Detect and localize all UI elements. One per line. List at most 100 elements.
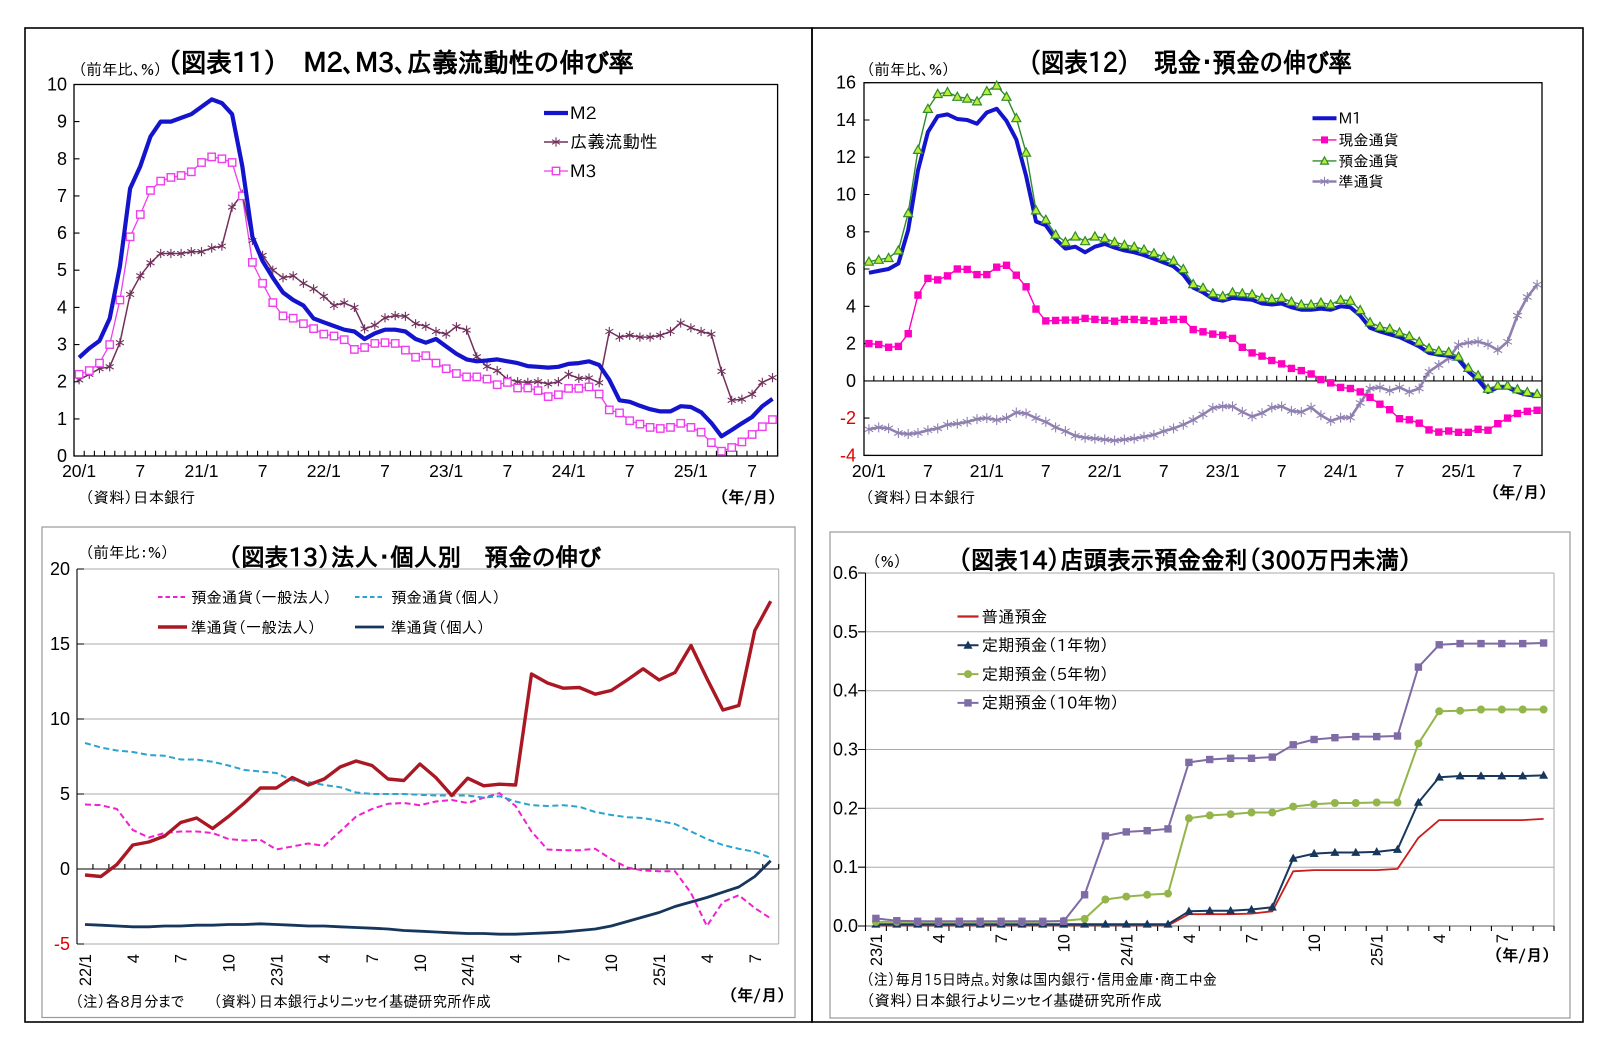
svg-text:10: 10 [221, 954, 239, 972]
svg-text:20: 20 [50, 559, 70, 579]
svg-text:-2: -2 [840, 408, 856, 428]
svg-text:（年/月）: （年/月） [1493, 947, 1551, 964]
svg-text:定期預金（1年物）: 定期預金（1年物） [982, 636, 1110, 653]
svg-text:2: 2 [57, 372, 67, 392]
svg-text:預金通貨: 預金通貨 [1339, 153, 1399, 168]
svg-text:7: 7 [747, 461, 757, 481]
svg-text:普通預金: 普通預金 [982, 607, 1048, 624]
svg-text:M2: M2 [570, 105, 597, 122]
svg-text:0.6: 0.6 [833, 563, 858, 583]
svg-text:4: 4 [931, 934, 949, 943]
svg-text:7: 7 [747, 954, 765, 963]
svg-text:M1: M1 [1339, 111, 1362, 126]
svg-text:（前年比：%）: （前年比：%） [85, 544, 169, 560]
svg-text:4: 4 [125, 954, 143, 963]
svg-text:広義流動性: 広義流動性 [570, 133, 658, 151]
svg-text:7: 7 [57, 186, 67, 206]
svg-text:23/1: 23/1 [429, 461, 463, 481]
svg-text:現金通貨: 現金通貨 [1339, 132, 1399, 147]
svg-text:定期預金（10年物）: 定期預金（10年物） [982, 694, 1120, 711]
svg-text:12: 12 [836, 147, 856, 167]
svg-text:4: 4 [508, 954, 526, 963]
svg-text:預金通貨（一般法人）: 預金通貨（一般法人） [191, 589, 332, 605]
svg-text:7: 7 [503, 461, 513, 481]
svg-text:7: 7 [1494, 934, 1512, 943]
svg-text:20/1: 20/1 [62, 461, 96, 481]
svg-text:10: 10 [1056, 934, 1074, 952]
svg-text:4: 4 [1181, 934, 1199, 943]
svg-text:7: 7 [923, 461, 933, 481]
svg-text:23/1: 23/1 [868, 934, 886, 966]
svg-text:22/1: 22/1 [1088, 461, 1122, 481]
svg-text:10: 10 [836, 185, 856, 205]
svg-text:（年/月）: （年/月） [719, 489, 777, 506]
svg-text:7: 7 [380, 461, 390, 481]
svg-text:7: 7 [1041, 461, 1051, 481]
svg-text:0.4: 0.4 [833, 681, 858, 701]
svg-text:10: 10 [1306, 934, 1324, 952]
svg-text:20/1: 20/1 [852, 461, 886, 481]
svg-text:25/1: 25/1 [674, 461, 708, 481]
svg-text:15: 15 [50, 634, 70, 654]
svg-text:8: 8 [846, 222, 856, 242]
svg-text:0.0: 0.0 [833, 916, 858, 936]
svg-text:7: 7 [135, 461, 145, 481]
svg-text:（前年比、%）: （前年比、%） [866, 61, 950, 77]
svg-text:3: 3 [57, 335, 67, 355]
svg-text:7: 7 [555, 954, 573, 963]
svg-text:7: 7 [1395, 461, 1405, 481]
svg-text:4: 4 [57, 297, 67, 317]
svg-text:7: 7 [364, 954, 382, 963]
svg-text:（図表14）店頭表示預金金利（300万円未満）: （図表14）店頭表示預金金利（300万円未満） [958, 547, 1412, 573]
svg-text:1: 1 [57, 409, 67, 429]
svg-text:10: 10 [47, 75, 67, 95]
svg-text:（資料）日本銀行: （資料）日本銀行 [865, 489, 975, 505]
svg-text:24/1: 24/1 [1118, 934, 1136, 966]
svg-text:24/1: 24/1 [552, 461, 586, 481]
svg-text:14: 14 [836, 110, 856, 130]
svg-text:4: 4 [316, 954, 334, 963]
svg-text:（図表13）法人・個人別 預金の伸び: （図表13）法人・個人別 預金の伸び [228, 544, 602, 570]
svg-text:7: 7 [1244, 934, 1262, 943]
svg-text:23/1: 23/1 [1206, 461, 1240, 481]
svg-text:10: 10 [412, 954, 430, 972]
svg-text:預金通貨（個人）: 預金通貨（個人） [391, 589, 501, 605]
svg-text:8: 8 [57, 149, 67, 169]
svg-text:7: 7 [993, 934, 1011, 943]
svg-text:0.3: 0.3 [833, 740, 858, 760]
svg-text:7: 7 [173, 954, 191, 963]
svg-text:準通貨: 準通貨 [1339, 174, 1384, 189]
svg-text:9: 9 [57, 112, 67, 132]
svg-text:0.5: 0.5 [833, 622, 858, 642]
svg-text:7: 7 [1277, 461, 1287, 481]
svg-text:0.1: 0.1 [833, 857, 858, 877]
svg-text:（注）各8月分まで （資料）日本銀行よりニッセイ基礎研究所: （注）各8月分まで （資料）日本銀行よりニッセイ基礎研究所作成 [75, 993, 491, 1009]
svg-text:（前年比、%）: （前年比、%） [78, 61, 162, 77]
svg-text:0: 0 [57, 446, 67, 466]
svg-text:0: 0 [846, 371, 856, 391]
svg-text:7: 7 [1159, 461, 1169, 481]
svg-text:22/1: 22/1 [77, 954, 95, 986]
svg-text:6: 6 [57, 223, 67, 243]
svg-text:6: 6 [846, 259, 856, 279]
svg-text:M3: M3 [570, 163, 597, 180]
svg-text:（図表11） M2、M3、広義流動性の伸び率: （図表11） M2、M3、広義流動性の伸び率 [167, 49, 634, 76]
svg-text:7: 7 [625, 461, 635, 481]
svg-text:（年/月）: （年/月） [728, 987, 786, 1004]
svg-text:-4: -4 [840, 445, 856, 465]
svg-text:23/1: 23/1 [268, 954, 286, 986]
svg-text:21/1: 21/1 [970, 461, 1004, 481]
svg-text:7: 7 [1513, 461, 1523, 481]
svg-text:25/1: 25/1 [1441, 461, 1475, 481]
svg-text:24/1: 24/1 [1324, 461, 1358, 481]
svg-text:25/1: 25/1 [651, 954, 669, 986]
svg-text:22/1: 22/1 [307, 461, 341, 481]
svg-text:21/1: 21/1 [184, 461, 218, 481]
svg-text:定期預金（5年物）: 定期預金（5年物） [982, 665, 1110, 682]
svg-text:5: 5 [57, 260, 67, 280]
svg-text:（図表12） 現金・預金の伸び率: （図表12） 現金・預金の伸び率 [1028, 49, 1352, 76]
svg-text:準通貨（一般法人）: 準通貨（一般法人） [191, 619, 317, 635]
svg-text:（資料）日本銀行: （資料）日本銀行 [85, 489, 195, 505]
svg-text:4: 4 [1431, 934, 1449, 943]
svg-text:準通貨（個人）: 準通貨（個人） [391, 619, 486, 635]
